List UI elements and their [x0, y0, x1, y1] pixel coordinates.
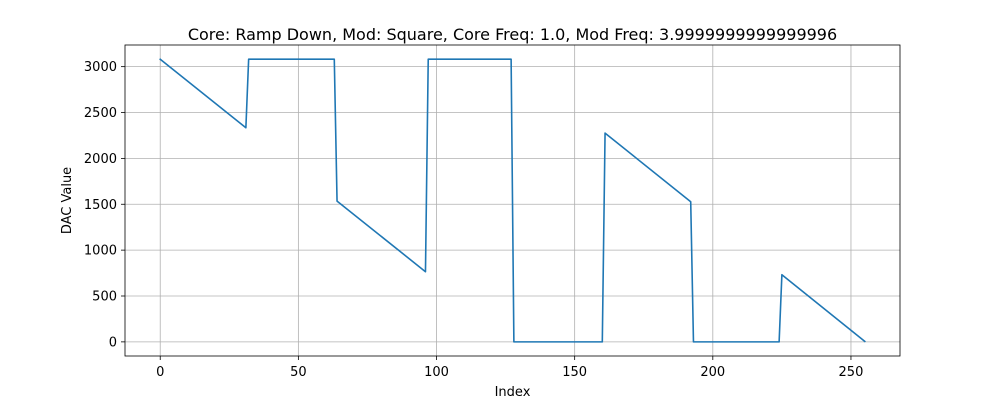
y-tick-label: 500 — [92, 290, 117, 305]
x-tick-label: 200 — [700, 365, 725, 380]
chart-title: Core: Ramp Down, Mod: Square, Core Freq:… — [188, 25, 837, 44]
y-tick-label: 2500 — [84, 106, 117, 121]
x-tick-label: 0 — [156, 365, 164, 380]
x-tick-label: 250 — [839, 365, 864, 380]
y-tick-label: 3000 — [84, 60, 117, 75]
series-layer — [159, 58, 866, 343]
plot-frame — [124, 44, 901, 357]
x-tick-label: 50 — [290, 365, 307, 380]
y-tick-label: 1500 — [84, 198, 117, 213]
y-tick-label: 2000 — [84, 152, 117, 167]
y-tick-label: 0 — [109, 335, 117, 350]
y-tick-label: 1000 — [84, 244, 117, 259]
series-line — [159, 58, 866, 343]
x-tick-label: 150 — [562, 365, 587, 380]
x-axis-label: Index — [495, 385, 531, 400]
y-axis-label: DAC Value — [60, 167, 75, 234]
x-tick-label: 100 — [424, 365, 449, 380]
